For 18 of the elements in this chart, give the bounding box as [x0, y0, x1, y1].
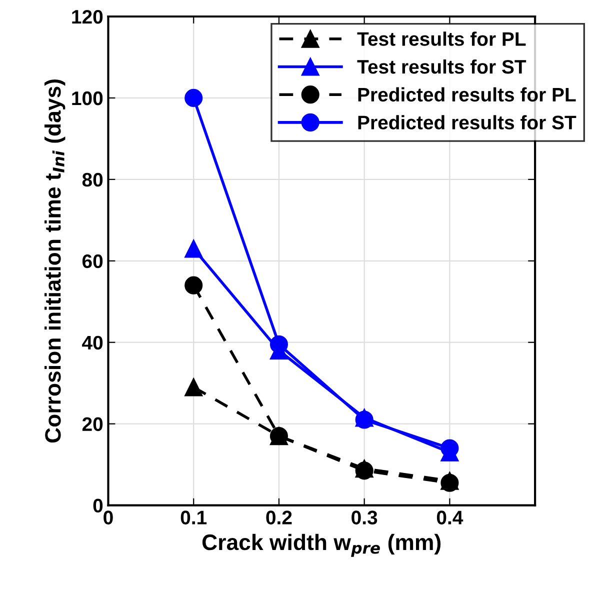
- y-tick-label: 60: [82, 254, 103, 268]
- y-tick-label: 100: [72, 91, 103, 106]
- y-tick-label: 120: [72, 10, 103, 24]
- x-tick-label: 0: [104, 510, 113, 524]
- x-tick-label: 0.3: [352, 510, 378, 524]
- y-tick-label: 40: [82, 336, 103, 350]
- y-tick-label: 80: [82, 172, 103, 187]
- x-tick-label: 0.1: [180, 510, 207, 524]
- x-tick-label: 0.4: [436, 510, 464, 524]
- x-tick-label: 0.2: [266, 510, 292, 524]
- x-axis-title: Crack width w$_{pre}$ (mm): [202, 534, 441, 557]
- legend-label: Predicted results for PL: [358, 87, 576, 102]
- y-axis-title: Corrosion initiation time t$_{Ini}$ (days): [44, 80, 66, 443]
- legend-label: Test results for ST: [357, 59, 526, 74]
- legend-label: Test results for PL: [357, 32, 526, 46]
- legend-label: Predicted results for ST: [358, 115, 576, 130]
- y-tick-label: 0: [93, 498, 103, 513]
- y-tick-label: 20: [82, 417, 103, 432]
